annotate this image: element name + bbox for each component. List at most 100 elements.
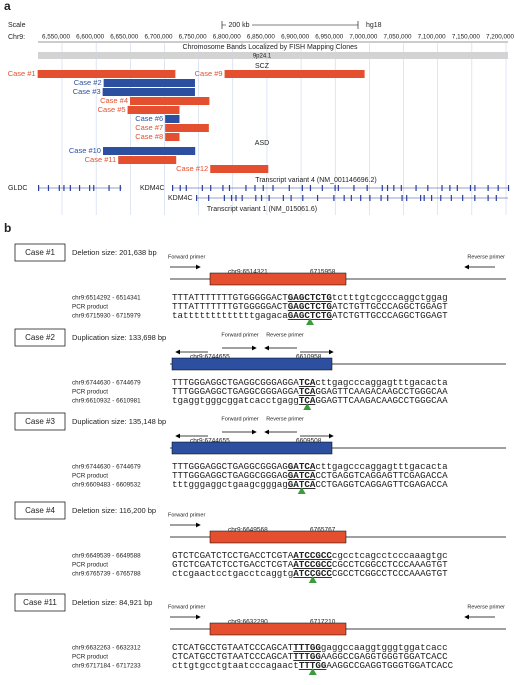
exon (350, 195, 352, 201)
scale-label: Scale (8, 22, 26, 29)
case-label: Case #1 (25, 248, 55, 257)
primer-label: Reverse primer (266, 332, 304, 338)
seq-junction: TCA (299, 395, 316, 406)
group-label: ASD (255, 140, 269, 147)
exon (268, 195, 270, 201)
case-label: Case #9 (195, 69, 223, 78)
exon (108, 185, 110, 191)
tick-label: 6,950,000 (315, 34, 344, 41)
row-label: chr9:6744630 - 6744679 (72, 464, 141, 471)
row-label: chr9:6715930 - 6715979 (72, 313, 141, 320)
coord-left: chr9:6514321 (228, 269, 268, 276)
exon (337, 185, 339, 191)
exon (469, 185, 472, 191)
seq-part: GTCTCGATCTCCTGACCTCGTA (172, 550, 294, 561)
exon (63, 185, 65, 191)
exon (449, 185, 451, 191)
seq-part: tctttgtcgcccaggctggag (332, 292, 448, 303)
exon (185, 185, 187, 191)
junction-marker (303, 403, 312, 410)
coord-left: chr9:6632290 (228, 619, 268, 626)
exon (228, 185, 231, 191)
case-bar (102, 147, 196, 155)
tick-label: 6,600,000 (76, 34, 105, 41)
row-label: PCR product (72, 389, 108, 396)
tick-label: 7,050,000 (384, 34, 413, 41)
seq-part: CCTGAGGTCAGGAGTTCGAGACCA (315, 479, 448, 490)
sequence: tatttttttttttttgagacaGAGCTCTGATCTGTTGCCC… (172, 310, 448, 321)
case-label: Case #3 (25, 417, 55, 426)
tick-label: 7,000,000 (349, 34, 378, 41)
row-label: chr9:6717184 - 6717233 (72, 663, 141, 670)
case-label: Case #2 (25, 333, 55, 342)
case-bar (118, 156, 177, 164)
primer-label: Forward primer (221, 332, 258, 338)
group-label: SCZ (255, 63, 270, 70)
seq-junction: TCA (299, 377, 316, 388)
seq-part: CCTGAGGTCAGGAGTTCGAGACCA (315, 470, 448, 481)
case-label: Case #11 (23, 598, 57, 607)
junction-marker (308, 576, 317, 583)
tick-label: 7,100,000 (418, 34, 447, 41)
exon (450, 195, 452, 201)
exon (334, 185, 336, 191)
sequence: TTTGGGAGGCTGAGGCGGGAGGATCACCTGAGGTCAGGAG… (172, 470, 448, 481)
exon (301, 185, 303, 191)
exon (400, 185, 402, 191)
exon (241, 195, 243, 201)
exon (245, 185, 247, 191)
primer-label: Forward primer (168, 512, 205, 518)
sequence: tttgggaggctgaagcgggagGATCACCTGAGGTCAGGAG… (172, 479, 448, 490)
exon (360, 195, 362, 201)
scale-bg (226, 21, 252, 29)
seq-junction: GAGCTCTG (288, 310, 333, 321)
exon (262, 185, 264, 191)
seq-junction: ATCCGCC (293, 559, 332, 570)
exon (38, 185, 40, 191)
junction-marker (297, 487, 306, 494)
band (38, 52, 508, 59)
case-bar (103, 79, 195, 87)
band-label: 9p24.1 (253, 54, 272, 60)
case-label: Case #4 (100, 96, 128, 105)
bands-title: Chromosome Bands Localized by FISH Mappi… (182, 44, 358, 51)
case-bar (127, 106, 180, 114)
tick-label: 7,200,000 (486, 34, 515, 41)
sequence: TTTATTTTTTTGTGGGGGACTGAGCTCTGtctttgtcgcc… (172, 292, 448, 303)
seq-part: cgcctcagcctcccaaagtgc (332, 550, 448, 561)
seq-junction: GATCA (288, 470, 316, 481)
region-bar (209, 530, 347, 544)
exon (309, 185, 312, 191)
exon (179, 185, 181, 191)
gene-label: KDM4C (140, 185, 165, 192)
coord-right: 6610958 (296, 354, 322, 361)
seq-junction: GATCA (288, 479, 316, 490)
block-title: Deletion size: 201,638 bp (72, 248, 157, 257)
seq-junction: ATCCGCC (293, 568, 332, 579)
row-label: PCR product (72, 654, 108, 661)
exon (462, 195, 464, 201)
exon (282, 195, 284, 201)
exon (423, 195, 425, 201)
seq-part: AAGGCCGAGGTGGGTGGATCACC (326, 660, 453, 671)
case-box (14, 412, 66, 431)
exon (441, 185, 443, 191)
case-label: Case #6 (135, 114, 163, 123)
seq-part: CGCCTCGGCCTCCCAAAGTGT (332, 559, 448, 570)
primer-label: Reverse primer (467, 254, 505, 260)
exon (487, 195, 489, 201)
block-title: Deletion size: 116,200 bp (72, 506, 156, 515)
exon (290, 195, 292, 201)
primer-label: Forward primer (168, 604, 205, 610)
exon (272, 185, 274, 191)
seq-part: cttgtgcctgtaatcccagaact (172, 660, 299, 671)
exon (223, 195, 225, 201)
tick-label: 6,800,000 (213, 34, 242, 41)
seq-junction: TTTGG (299, 660, 327, 671)
exon (230, 195, 233, 201)
exon (386, 185, 389, 191)
exon (406, 195, 408, 201)
transcript-label: Transcript variant 4 (NM_001146696.2) (255, 177, 376, 184)
exon (369, 195, 371, 201)
